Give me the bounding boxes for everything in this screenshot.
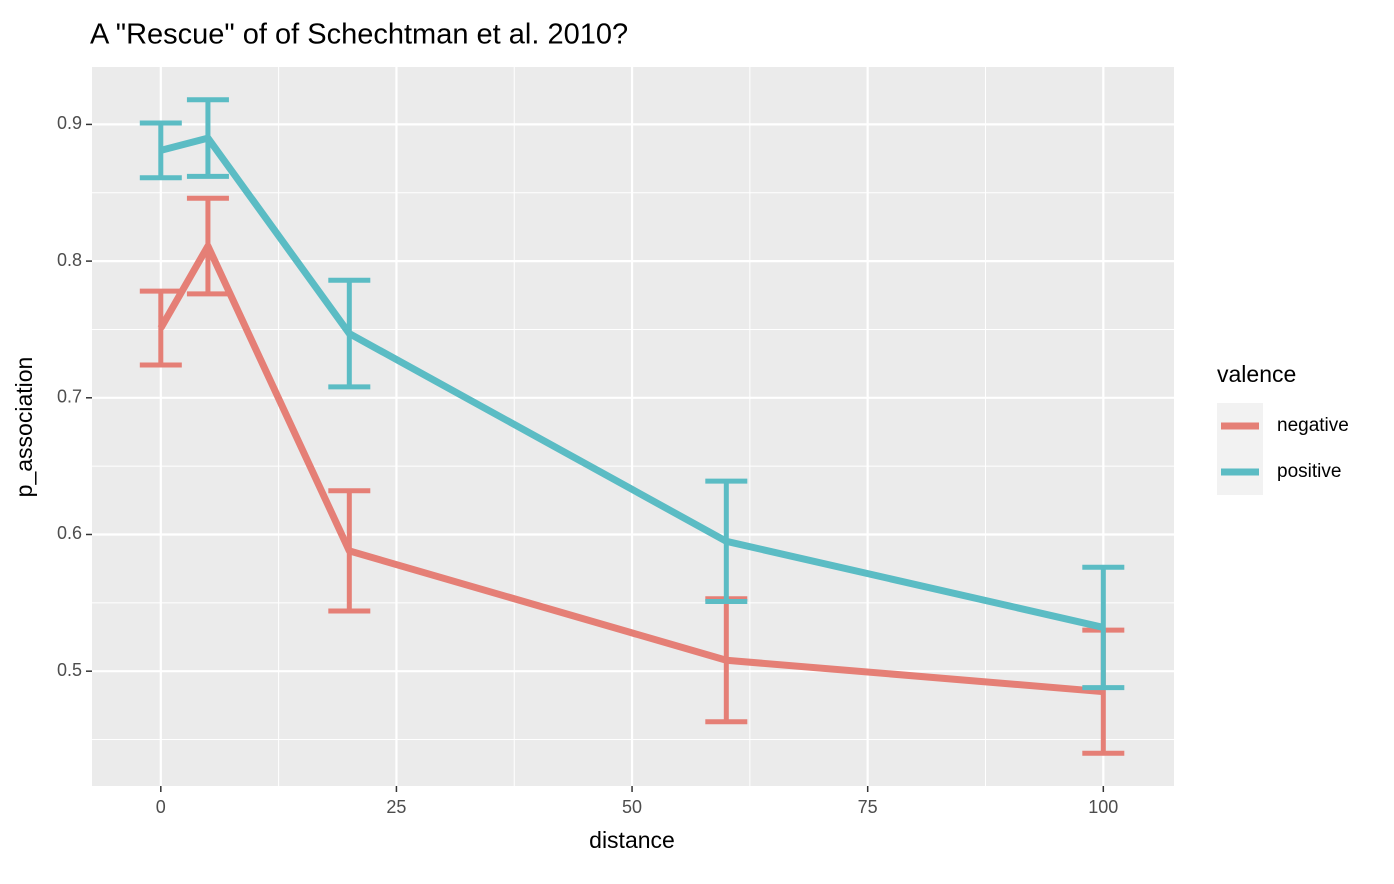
y-tick-label: 0.7 [57, 387, 82, 407]
legend-label: negative [1277, 415, 1349, 436]
x-tick-label: 75 [858, 797, 878, 817]
x-tick-label: 50 [622, 797, 642, 817]
legend-title: valence [1217, 361, 1296, 387]
y-tick-label: 0.8 [57, 250, 82, 270]
chart-title: A "Rescue" of of Schechtman et al. 2010? [90, 19, 628, 51]
legend-label: positive [1277, 461, 1341, 482]
x-tick-label: 0 [156, 797, 166, 817]
y-tick-label: 0.5 [57, 660, 82, 680]
plot-area: 0 25 50 75 100 0.5 0.6 0.7 0.8 0.9 negative positiv… [57, 67, 1349, 817]
x-tick-label: 100 [1088, 797, 1118, 817]
y-tick-label: 0.6 [57, 523, 82, 543]
series-line [157, 242, 1104, 696]
x-tick-label: 25 [386, 797, 406, 817]
series-line [159, 134, 1105, 631]
x-axis-title: distance [589, 827, 675, 853]
y-axis-title: p_association [11, 357, 37, 498]
y-tick-label: 0.9 [57, 113, 82, 133]
